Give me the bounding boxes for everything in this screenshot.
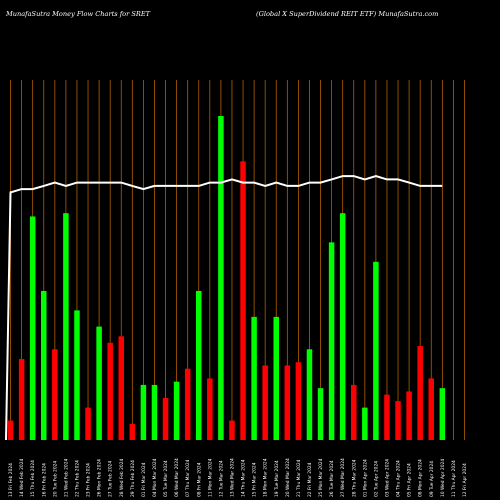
money-flow-bar — [229, 420, 235, 440]
money-flow-bar — [207, 378, 213, 440]
x-tick-label: 14 Wed Feb 2024 — [19, 459, 25, 497]
x-tick-label: 20 Wed Mar 2024 — [285, 458, 291, 497]
x-tick-label: 28 Thu Mar 2024 — [351, 459, 357, 497]
money-flow-bar — [140, 384, 147, 440]
money-flow-bar — [395, 401, 401, 440]
x-tick-label: 19 Tue Mar 2024 — [274, 460, 280, 497]
money-flow-bar — [7, 420, 14, 440]
x-tick-label: 07 Thu Mar 2024 — [185, 459, 191, 497]
x-tick-label: 11 Thu Apr 2024 — [451, 460, 457, 497]
x-tick-label: 15 Fri Mar 2024 — [252, 462, 258, 497]
money-flow-bar — [52, 349, 58, 440]
x-tick-label: 08 Mon Apr 2024 — [418, 459, 424, 497]
money-flow-bar — [317, 388, 324, 440]
x-tick-label: 21 Wed Feb 2024 — [63, 459, 69, 497]
x-axis-labels: 13 Fri Feb 2024 14 Wed Feb 2024 15 Thu Feb… — [8, 458, 468, 497]
money-flow-bar — [262, 365, 268, 440]
money-flow-bar — [18, 359, 25, 440]
chart-title-right: (Global X SuperDividend REIT ETF) Munafa… — [256, 10, 439, 18]
x-tick-label: 04 Thu Apr 2024 — [396, 460, 402, 497]
x-tick-label: 22 Thu Feb 2024 — [74, 460, 80, 497]
x-tick-label: 13 Wed Mar 2024 — [229, 458, 235, 497]
money-flow-bar — [85, 407, 91, 440]
x-tick-label: 15 Thu Feb 2024 — [30, 460, 36, 497]
money-flow-bar — [273, 316, 279, 440]
money-flow-bar — [417, 346, 423, 440]
money-flow-bar — [251, 316, 257, 440]
x-tick-label: 29 Thu Feb 2024 — [130, 460, 136, 497]
money-flow-bar — [295, 362, 302, 440]
money-flow-bar — [328, 242, 335, 440]
money-flow-bar — [41, 290, 47, 440]
money-flow-bar — [129, 423, 136, 440]
money-flow-bar — [96, 326, 102, 440]
x-tick-label: 26 Tue Mar 2024 — [329, 460, 335, 497]
x-tick-label: 14 Thu Mar 2024 — [241, 459, 247, 497]
money-flow-bar — [184, 368, 191, 440]
x-tick-label: 23 Fri Feb 2024 — [86, 463, 92, 497]
x-tick-label: 01 Fri Mar 2024 — [141, 462, 147, 497]
x-tick-label: 08 Fri Mar 2024 — [196, 462, 202, 497]
x-tick-label: 27 Wed Mar 2024 — [340, 458, 346, 497]
x-tick-label: 26 Mon Feb 2024 — [97, 459, 103, 497]
money-flow-bar — [362, 407, 368, 440]
money-flow-bar — [218, 116, 224, 440]
money-flow-bar — [151, 384, 158, 440]
money-flow-bar — [428, 378, 434, 440]
x-tick-label: 10 Wed Apr 2024 — [440, 459, 446, 497]
x-tick-label: 05 Fri Apr 2024 — [407, 463, 413, 497]
money-flow-bar — [439, 388, 446, 440]
money-flow-bar — [118, 336, 124, 440]
x-tick-label: 03 Wed Apr 2024 — [384, 459, 390, 497]
x-tick-label: 12 Fri Apr 2024 — [462, 463, 468, 497]
x-tick-label: 12 Tue Mar 2024 — [218, 460, 224, 497]
money-flow-bar — [63, 213, 69, 440]
x-tick-label: 06 Wed Mar 2024 — [174, 458, 180, 497]
x-tick-label: 25 Mon Mar 2024 — [318, 458, 324, 497]
money-flow-bar — [284, 365, 291, 440]
money-flow-bar — [74, 310, 80, 440]
x-tick-label: 22 Fri Mar 2024 — [307, 462, 313, 497]
x-tick-label: 09 Tue Apr 2024 — [429, 461, 435, 497]
x-tick-label: 04 Mon Mar 2024 — [152, 458, 158, 497]
money-flow-bar — [196, 290, 202, 440]
x-tick-label: 18 Mon Mar 2024 — [263, 458, 269, 497]
money-flow-bar — [351, 384, 357, 440]
money-flow-bar — [339, 213, 346, 440]
x-tick-label: 20 Tue Feb 2024 — [52, 461, 58, 497]
money-flow-bars — [7, 116, 446, 441]
money-flow-bar — [173, 381, 180, 440]
chart-title-left: MunafaSutra Money Flow Charts for SRET — [6, 10, 151, 18]
index-line — [5, 175, 443, 441]
money-flow-bar — [373, 261, 379, 440]
x-tick-label: 13 Fri Feb 2024 — [8, 463, 14, 497]
x-tick-label: 05 Tue Mar 2024 — [163, 460, 169, 497]
money-flow-bar — [406, 391, 412, 440]
money-flow-bar — [162, 397, 169, 440]
x-tick-label: 01 Mon Apr 2024 — [362, 459, 368, 497]
x-tick-label: 21 Thu Mar 2024 — [296, 459, 302, 497]
x-tick-label: 27 Tue Feb 2024 — [108, 461, 114, 497]
x-tick-label: 02 Tue Apr 2024 — [373, 461, 379, 497]
x-tick-label: 11 Mon Mar 2024 — [207, 458, 213, 497]
money-flow-bar — [306, 349, 313, 440]
index-line-series — [5, 175, 443, 441]
x-tick-label: 28 Wed Feb 2024 — [119, 459, 125, 497]
money-flow-bar — [240, 161, 246, 441]
money-flow-bar — [107, 342, 113, 440]
money-flow-bar — [384, 394, 390, 440]
money-flow-bar — [29, 216, 36, 440]
x-tick-label: 16 Fri Feb 2024 — [41, 463, 47, 497]
